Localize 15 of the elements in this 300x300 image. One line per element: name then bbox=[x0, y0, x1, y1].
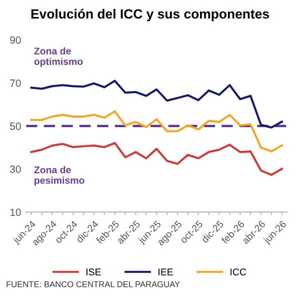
annotation: Zona de optimismo bbox=[34, 47, 83, 67]
line-series bbox=[30, 80, 283, 129]
annotation: Zona de pesimismo bbox=[34, 166, 84, 186]
legend-label: ISE bbox=[86, 268, 101, 276]
legend-label: ICC bbox=[230, 268, 246, 276]
y-tick-label: 10 bbox=[10, 208, 21, 216]
line-series bbox=[30, 142, 283, 176]
line-series bbox=[30, 110, 283, 152]
source-note: FUENTE: BANCO CENTRAL DEL PARAGUAY bbox=[6, 281, 180, 288]
legend-label: IEE bbox=[158, 268, 173, 276]
y-tick-label: 50 bbox=[10, 122, 21, 130]
y-tick-label: 90 bbox=[10, 36, 21, 44]
y-tick-label: 70 bbox=[10, 79, 21, 87]
y-tick-label: 30 bbox=[10, 166, 21, 173]
chart-title: Evolución del ICC y sus componentes bbox=[31, 8, 269, 22]
